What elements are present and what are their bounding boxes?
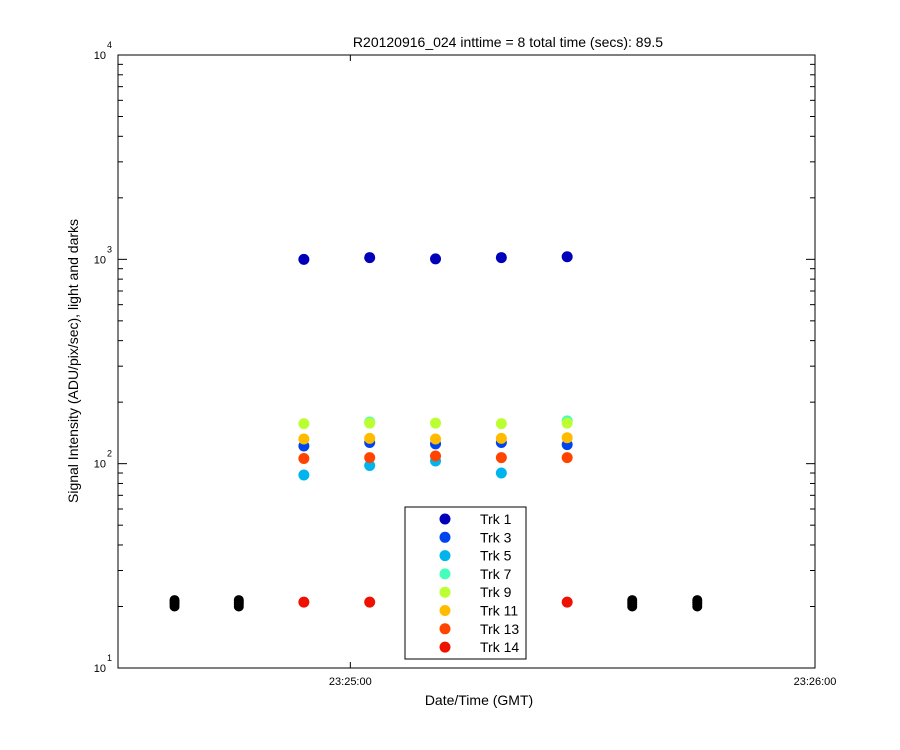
y-tick-exponent: 1 [107, 653, 112, 663]
data-point [495, 432, 507, 444]
x-tick-label: 23:26:00 [794, 676, 837, 688]
y-tick-exponent: 4 [107, 40, 112, 50]
data-points [169, 251, 703, 612]
data-point [298, 452, 310, 464]
legend-marker [439, 531, 451, 543]
data-point [561, 432, 573, 444]
legend-label: Trk 9 [480, 584, 512, 600]
data-point [561, 596, 573, 608]
dark-point [169, 595, 180, 606]
y-tick-label: 10 [94, 254, 106, 266]
data-point [298, 469, 310, 481]
legend-marker [439, 605, 451, 616]
y-tick-exponent: 2 [107, 449, 112, 459]
data-point [364, 596, 376, 608]
legend-label: Trk 11 [480, 603, 518, 619]
legend-marker [439, 641, 451, 653]
data-point [298, 433, 310, 445]
dark-point [627, 595, 638, 606]
data-point [430, 253, 442, 265]
y-axis-label: Signal Intensity (ADU/pix/sec), light an… [65, 219, 81, 503]
legend-label: Trk 7 [480, 566, 512, 582]
data-point [561, 452, 573, 464]
legend-marker [439, 550, 451, 562]
legend-marker [439, 513, 451, 525]
legend-label: Trk 13 [480, 621, 519, 637]
data-point [561, 417, 573, 429]
data-point [298, 596, 310, 608]
data-point [430, 433, 442, 445]
legend-label: Trk 14 [480, 639, 519, 655]
data-point [495, 467, 507, 479]
legend-label: Trk 5 [480, 548, 512, 564]
legend-label: Trk 1 [480, 511, 512, 527]
y-tick-label: 10 [94, 459, 106, 471]
chart-title: R20120916_024 inttime = 8 total time (se… [353, 34, 663, 50]
data-point [298, 418, 310, 430]
x-axis: 23:25:00 23:26:00 [329, 55, 836, 688]
legend-marker [439, 586, 451, 598]
legend-box [404, 506, 527, 660]
data-point [495, 452, 507, 464]
data-point [364, 417, 376, 429]
dark-point [692, 595, 703, 606]
legend: Trk 1 Trk 3 Trk 5 Trk 7 Trk 9 Trk 11 Trk 13 Trk… [404, 506, 527, 660]
data-point [430, 417, 442, 429]
data-point [364, 432, 376, 444]
data-point [364, 459, 376, 471]
legend-marker [439, 568, 451, 580]
y-tick-label: 10 [94, 50, 106, 62]
dark-point [233, 595, 244, 606]
data-point [495, 252, 507, 264]
y-tick-exponent: 3 [107, 244, 112, 254]
x-tick-label: 23:25:00 [329, 676, 372, 688]
data-point [430, 450, 442, 462]
data-point [495, 418, 507, 430]
x-axis-label: Date/Time (GMT) [425, 692, 533, 708]
data-point [364, 452, 376, 464]
y-tick-label: 10 [94, 663, 106, 675]
data-point [298, 253, 310, 265]
legend-marker [439, 623, 451, 635]
data-point [561, 251, 573, 263]
data-point [364, 252, 376, 264]
legend-label: Trk 3 [480, 529, 512, 545]
